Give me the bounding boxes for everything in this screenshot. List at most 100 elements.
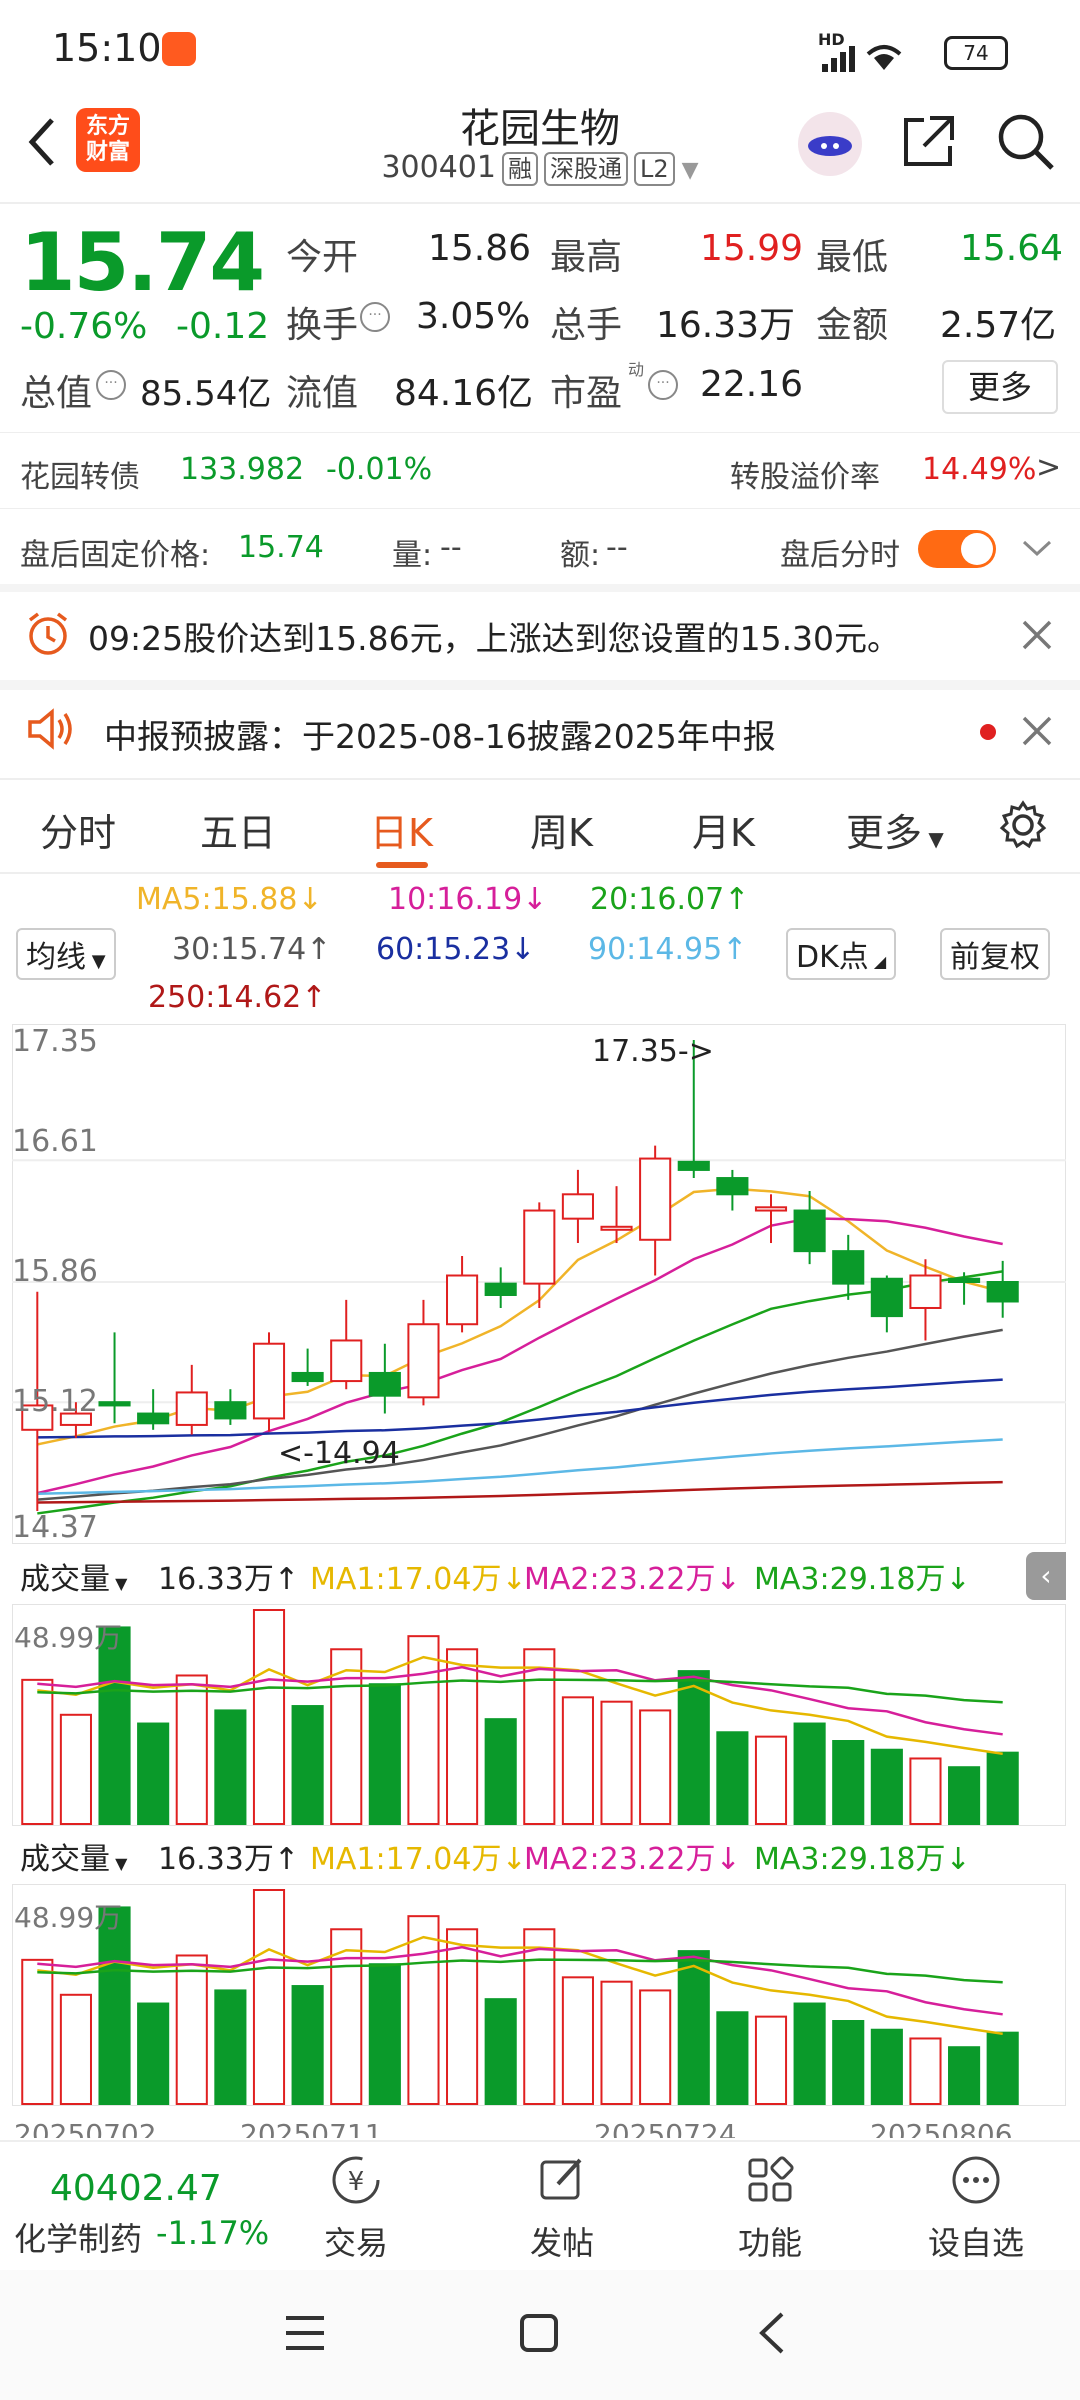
chevron-right-icon[interactable]: > <box>1036 450 1062 485</box>
volume-bar <box>677 1670 710 1826</box>
low-label: 最低 <box>816 237 889 278</box>
price-alert-text[interactable]: 09:25股价达到15.86元，上涨达到您设置的15.30元。 <box>88 619 901 658</box>
volume-legend-2: 成交量 ▼ 16.33万↑ MA1:17.04万↓ MA2:23.22万↓ MA… <box>12 1834 1066 1877</box>
info-icon[interactable]: ··· <box>96 370 126 400</box>
trade-button[interactable]: ¥ 交易 <box>286 2150 426 2264</box>
tab-weekly-k[interactable]: 周K <box>530 811 593 855</box>
candle-body <box>561 1193 594 1220</box>
x-date-3: 20250724 <box>594 2118 737 2138</box>
volume-max-label: 48.99万 <box>14 1901 123 1934</box>
volume-selector[interactable]: 成交量 ▼ <box>16 1554 131 1598</box>
report-notice-text[interactable]: 中报预披露：于2025-08-16披露2025年中报 <box>104 717 776 756</box>
volume-selector[interactable]: 成交量 ▼ <box>16 1834 131 1878</box>
volume-bar <box>523 1648 556 1825</box>
afterhours-label: 盘后固定价格: <box>20 538 211 573</box>
search-icon[interactable] <box>994 110 1056 172</box>
dropdown-triangle-icon: ◢ <box>868 952 887 971</box>
float-value: 84.16亿 <box>394 373 534 414</box>
volume-bar <box>639 1709 672 1825</box>
premium-label: 转股溢价率 <box>730 460 880 495</box>
volume-bar <box>252 1889 286 2105</box>
candle-body <box>832 1250 865 1285</box>
bond-price: 133.982 <box>180 452 305 487</box>
close-icon[interactable] <box>1020 618 1054 652</box>
menu-icon[interactable] <box>282 2310 328 2356</box>
volume-chart-2[interactable] <box>12 1884 1066 2106</box>
home-icon[interactable] <box>516 2310 562 2356</box>
volume-bar <box>716 2011 749 2106</box>
sector-change: -1.17% <box>156 2214 270 2252</box>
sector-name[interactable]: 化学制药 <box>14 2220 143 2258</box>
vol-ma3-line <box>37 1958 1003 1984</box>
back-icon[interactable] <box>750 2310 796 2356</box>
low-mark: <-14.94 <box>278 1436 400 1471</box>
premium-value[interactable]: 14.49% <box>922 452 1037 487</box>
stock-code-row[interactable]: 300401 融深股通 L2 ▼ <box>0 150 1080 186</box>
tab-more[interactable]: 更多 ▼ <box>846 802 944 857</box>
vol-ma2-line <box>37 1945 1003 2016</box>
settings-gear-icon[interactable] <box>998 800 1048 850</box>
tag-margin: 融 <box>501 152 538 186</box>
ma-selector[interactable]: 均线 ▼ <box>16 928 116 980</box>
chevron-down-icon[interactable] <box>1020 536 1054 560</box>
tab-daily-k[interactable]: 日K <box>370 811 433 855</box>
volume-bar <box>484 1998 517 2105</box>
share-icon[interactable] <box>900 112 958 170</box>
stock-code: 300401 <box>381 150 496 185</box>
functions-button[interactable]: 功能 <box>700 2150 840 2264</box>
post-button[interactable]: 发帖 <box>492 2150 632 2264</box>
volume-bar <box>677 1950 710 2106</box>
x-date-2: 20250711 <box>240 2118 383 2138</box>
volume-bar <box>446 1928 479 2105</box>
volume-value: 16.33万 <box>158 1562 274 1597</box>
volume-bar <box>639 1989 672 2105</box>
app-logo[interactable]: 东方 财富 <box>76 108 140 172</box>
info-icon[interactable]: ··· <box>360 302 390 332</box>
tab-intraday[interactable]: 分时 <box>40 811 117 855</box>
volume-bar <box>600 1980 633 2105</box>
logo-line1: 东方 <box>85 114 130 139</box>
volume-chart-1[interactable] <box>12 1604 1066 1826</box>
adjust-button[interactable]: 前复权 <box>940 928 1050 980</box>
volume-bar <box>870 1748 903 1825</box>
volume-dir: ↑ <box>273 1842 300 1877</box>
close-icon[interactable] <box>1020 714 1054 748</box>
candle-body <box>716 1177 749 1196</box>
volume-bar <box>832 2020 865 2105</box>
dk-point-button[interactable]: DK点 ◢ <box>786 928 897 980</box>
volume-label: 成交量 <box>20 1842 110 1877</box>
speaker-icon <box>28 708 72 750</box>
ma20-dir: ↑ <box>724 882 750 917</box>
back-arrow-icon[interactable] <box>22 112 62 172</box>
volume-label: 成交量 <box>20 1562 110 1597</box>
bond-name[interactable]: 花园转债 <box>20 460 140 495</box>
info-icon[interactable]: ··· <box>648 370 678 400</box>
amount-value: 2.57亿 <box>940 305 1057 346</box>
more-button[interactable]: 更多 <box>942 360 1058 414</box>
watchlist-button[interactable]: 设自选 <box>906 2150 1046 2264</box>
tab-monthly-k[interactable]: 月K <box>692 811 755 855</box>
section-gap <box>0 584 1080 592</box>
afterhours-toggle[interactable] <box>918 530 996 568</box>
volume-bar <box>561 1976 594 2105</box>
tab-five-day[interactable]: 五日 <box>200 811 277 855</box>
system-nav-bar <box>0 2270 1080 2400</box>
ma250-legend: 250:14.62↑ <box>148 980 326 1015</box>
collapse-panel-icon[interactable]: ‹ <box>1026 1552 1066 1600</box>
volume-bar <box>407 1915 440 2106</box>
volume-bar <box>21 1958 54 2105</box>
kline-chart[interactable] <box>12 1024 1066 1544</box>
bond-change: -0.01% <box>326 452 433 487</box>
volume-bar <box>175 1674 208 1826</box>
candle-body <box>600 1225 633 1231</box>
change-amount: -0.12 <box>176 306 270 347</box>
assistant-avatar-icon[interactable] <box>794 108 866 180</box>
ma90-dir: ↑ <box>722 932 748 967</box>
ma60-legend: 60:15.23↓ <box>376 932 535 967</box>
volume-bar <box>793 1722 826 1825</box>
volume-bar <box>948 1766 981 1826</box>
sector-index-value[interactable]: 40402.47 <box>50 2168 222 2209</box>
notification-app-icon <box>162 32 196 66</box>
ma5-value: MA5:15.88 <box>136 882 298 917</box>
candle-body <box>59 1412 92 1426</box>
